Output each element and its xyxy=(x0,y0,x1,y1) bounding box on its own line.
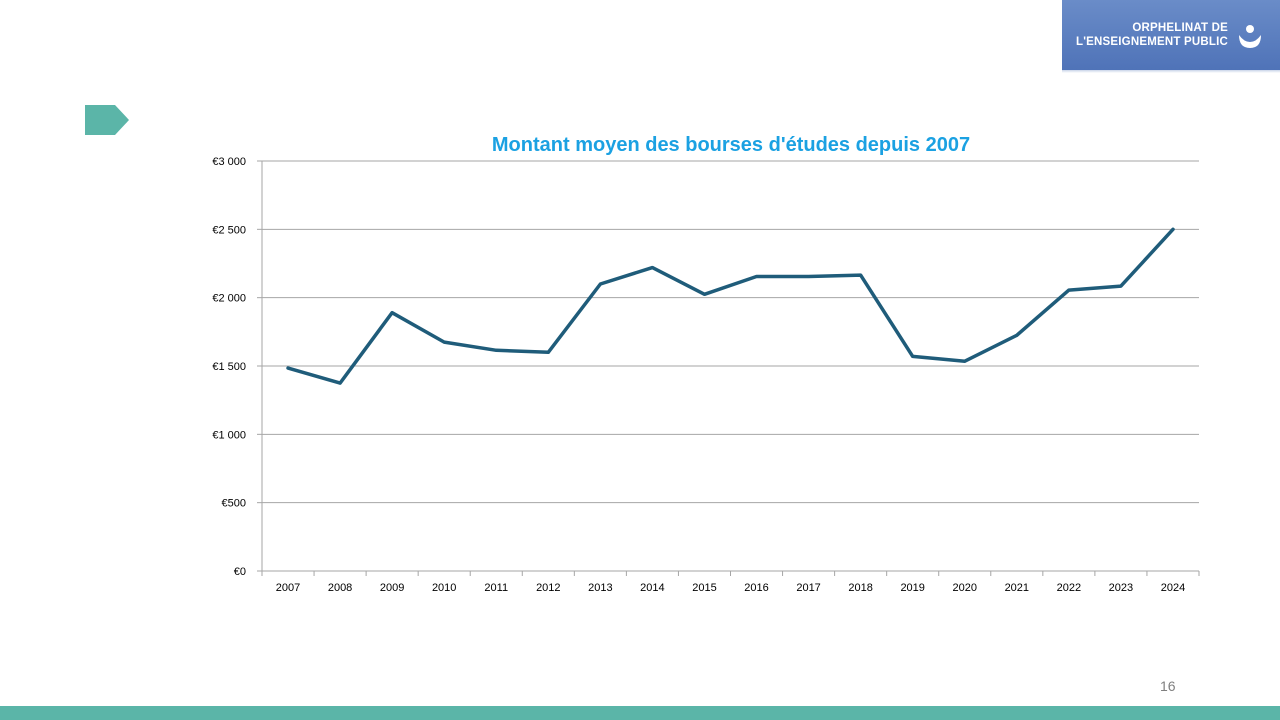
y-tick-label: €3 000 xyxy=(212,156,246,168)
data-point xyxy=(1015,333,1019,337)
data-point xyxy=(494,348,498,352)
data-point xyxy=(755,274,759,278)
data-point xyxy=(650,266,654,270)
data-point xyxy=(1119,284,1123,288)
chart-title: Montant moyen des bourses d'études depui… xyxy=(491,134,971,156)
y-tick-label: €1 500 xyxy=(212,361,246,373)
data-point xyxy=(546,350,550,354)
y-tick-label: €500 xyxy=(222,498,246,510)
x-tick-label: 2013 xyxy=(588,582,612,594)
x-tick-label: 2016 xyxy=(744,582,768,594)
data-point xyxy=(1067,288,1071,292)
organization-logo: ORPHELINAT DE L'ENSEIGNEMENT PUBLIC xyxy=(1062,0,1280,70)
x-tick-label: 2008 xyxy=(328,582,352,594)
x-tick-label: 2023 xyxy=(1109,582,1133,594)
section-arrow-tag xyxy=(85,105,129,135)
x-tick-label: 2015 xyxy=(692,582,716,594)
x-tick-label: 2014 xyxy=(640,582,664,594)
x-tick-label: 2007 xyxy=(276,582,300,594)
x-tick-label: 2018 xyxy=(848,582,872,594)
data-point xyxy=(963,359,967,363)
data-point xyxy=(1171,227,1175,231)
x-tick-label: 2024 xyxy=(1161,582,1185,594)
x-tick-label: 2017 xyxy=(796,582,820,594)
data-point xyxy=(598,282,602,286)
page-number: 16 xyxy=(1160,678,1176,694)
x-tick-label: 2011 xyxy=(484,582,508,594)
bottom-accent-bar xyxy=(0,706,1280,720)
x-tick-label: 2021 xyxy=(1005,582,1029,594)
logo-text-line-2: L'ENSEIGNEMENT PUBLIC xyxy=(1076,36,1228,48)
x-tick-label: 2019 xyxy=(900,582,924,594)
data-point xyxy=(442,340,446,344)
y-tick-label: €2 000 xyxy=(212,293,246,305)
x-tick-label: 2020 xyxy=(953,582,977,594)
y-tick-label: €1 000 xyxy=(212,429,246,441)
y-tick-label: €2 500 xyxy=(212,224,246,236)
y-tick-label: €0 xyxy=(234,566,246,578)
logo-shadow xyxy=(1062,70,1280,73)
logo-text-line-1: ORPHELINAT DE xyxy=(1132,22,1228,34)
data-point xyxy=(859,273,863,277)
hands-logo-icon xyxy=(1239,25,1261,48)
data-point xyxy=(338,381,342,385)
data-point xyxy=(911,354,915,358)
data-point xyxy=(702,292,706,296)
data-point xyxy=(286,366,290,370)
x-tick-label: 2009 xyxy=(380,582,404,594)
x-tick-label: 2022 xyxy=(1057,582,1081,594)
data-point xyxy=(390,311,394,315)
data-point xyxy=(807,274,811,278)
x-tick-label: 2010 xyxy=(432,582,456,594)
x-tick-label: 2012 xyxy=(536,582,560,594)
series-line xyxy=(286,227,1175,385)
